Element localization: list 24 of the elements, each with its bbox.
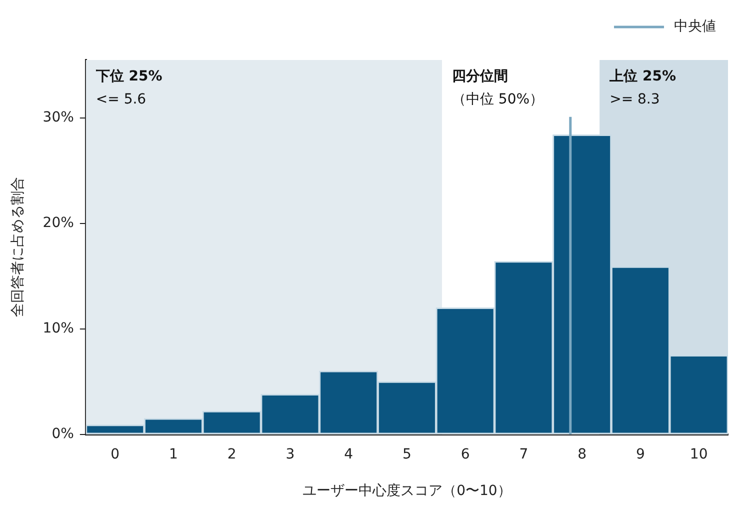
x-tick-label: 4 xyxy=(344,446,354,462)
legend-label: 中央値 xyxy=(674,18,716,35)
y-tick-label: 10% xyxy=(42,320,74,337)
x-axis-title: ユーザー中心度スコア（0〜10） xyxy=(302,483,512,500)
y-tick-label: 0% xyxy=(52,426,74,442)
y-tick-label: 20% xyxy=(42,215,74,232)
annotation: <= 5.6 xyxy=(96,91,146,108)
x-tick-label: 9 xyxy=(636,446,645,462)
band-label: 上位 25% xyxy=(608,68,676,85)
x-tick-label: 3 xyxy=(286,446,295,462)
annotation: >= 8.3 xyxy=(610,91,660,108)
y-tick-label: 30% xyxy=(42,110,74,126)
band-label: 下位 25% xyxy=(94,68,162,85)
x-tick-label: 8 xyxy=(578,446,587,462)
annotation: （中位 50%） xyxy=(452,91,544,108)
x-tick-label: 2 xyxy=(227,446,236,462)
x-tick-label: 0 xyxy=(110,446,120,462)
x-tick-label: 6 xyxy=(460,446,470,462)
band-label: 四分位間 xyxy=(452,68,508,85)
y-axis-title: 全回答者に占める割合 xyxy=(10,177,26,318)
x-tick-label: 5 xyxy=(402,446,412,462)
x-tick-label: 7 xyxy=(519,446,528,462)
x-tick-label: 1 xyxy=(169,446,178,462)
x-tick-label: 10 xyxy=(690,446,708,462)
